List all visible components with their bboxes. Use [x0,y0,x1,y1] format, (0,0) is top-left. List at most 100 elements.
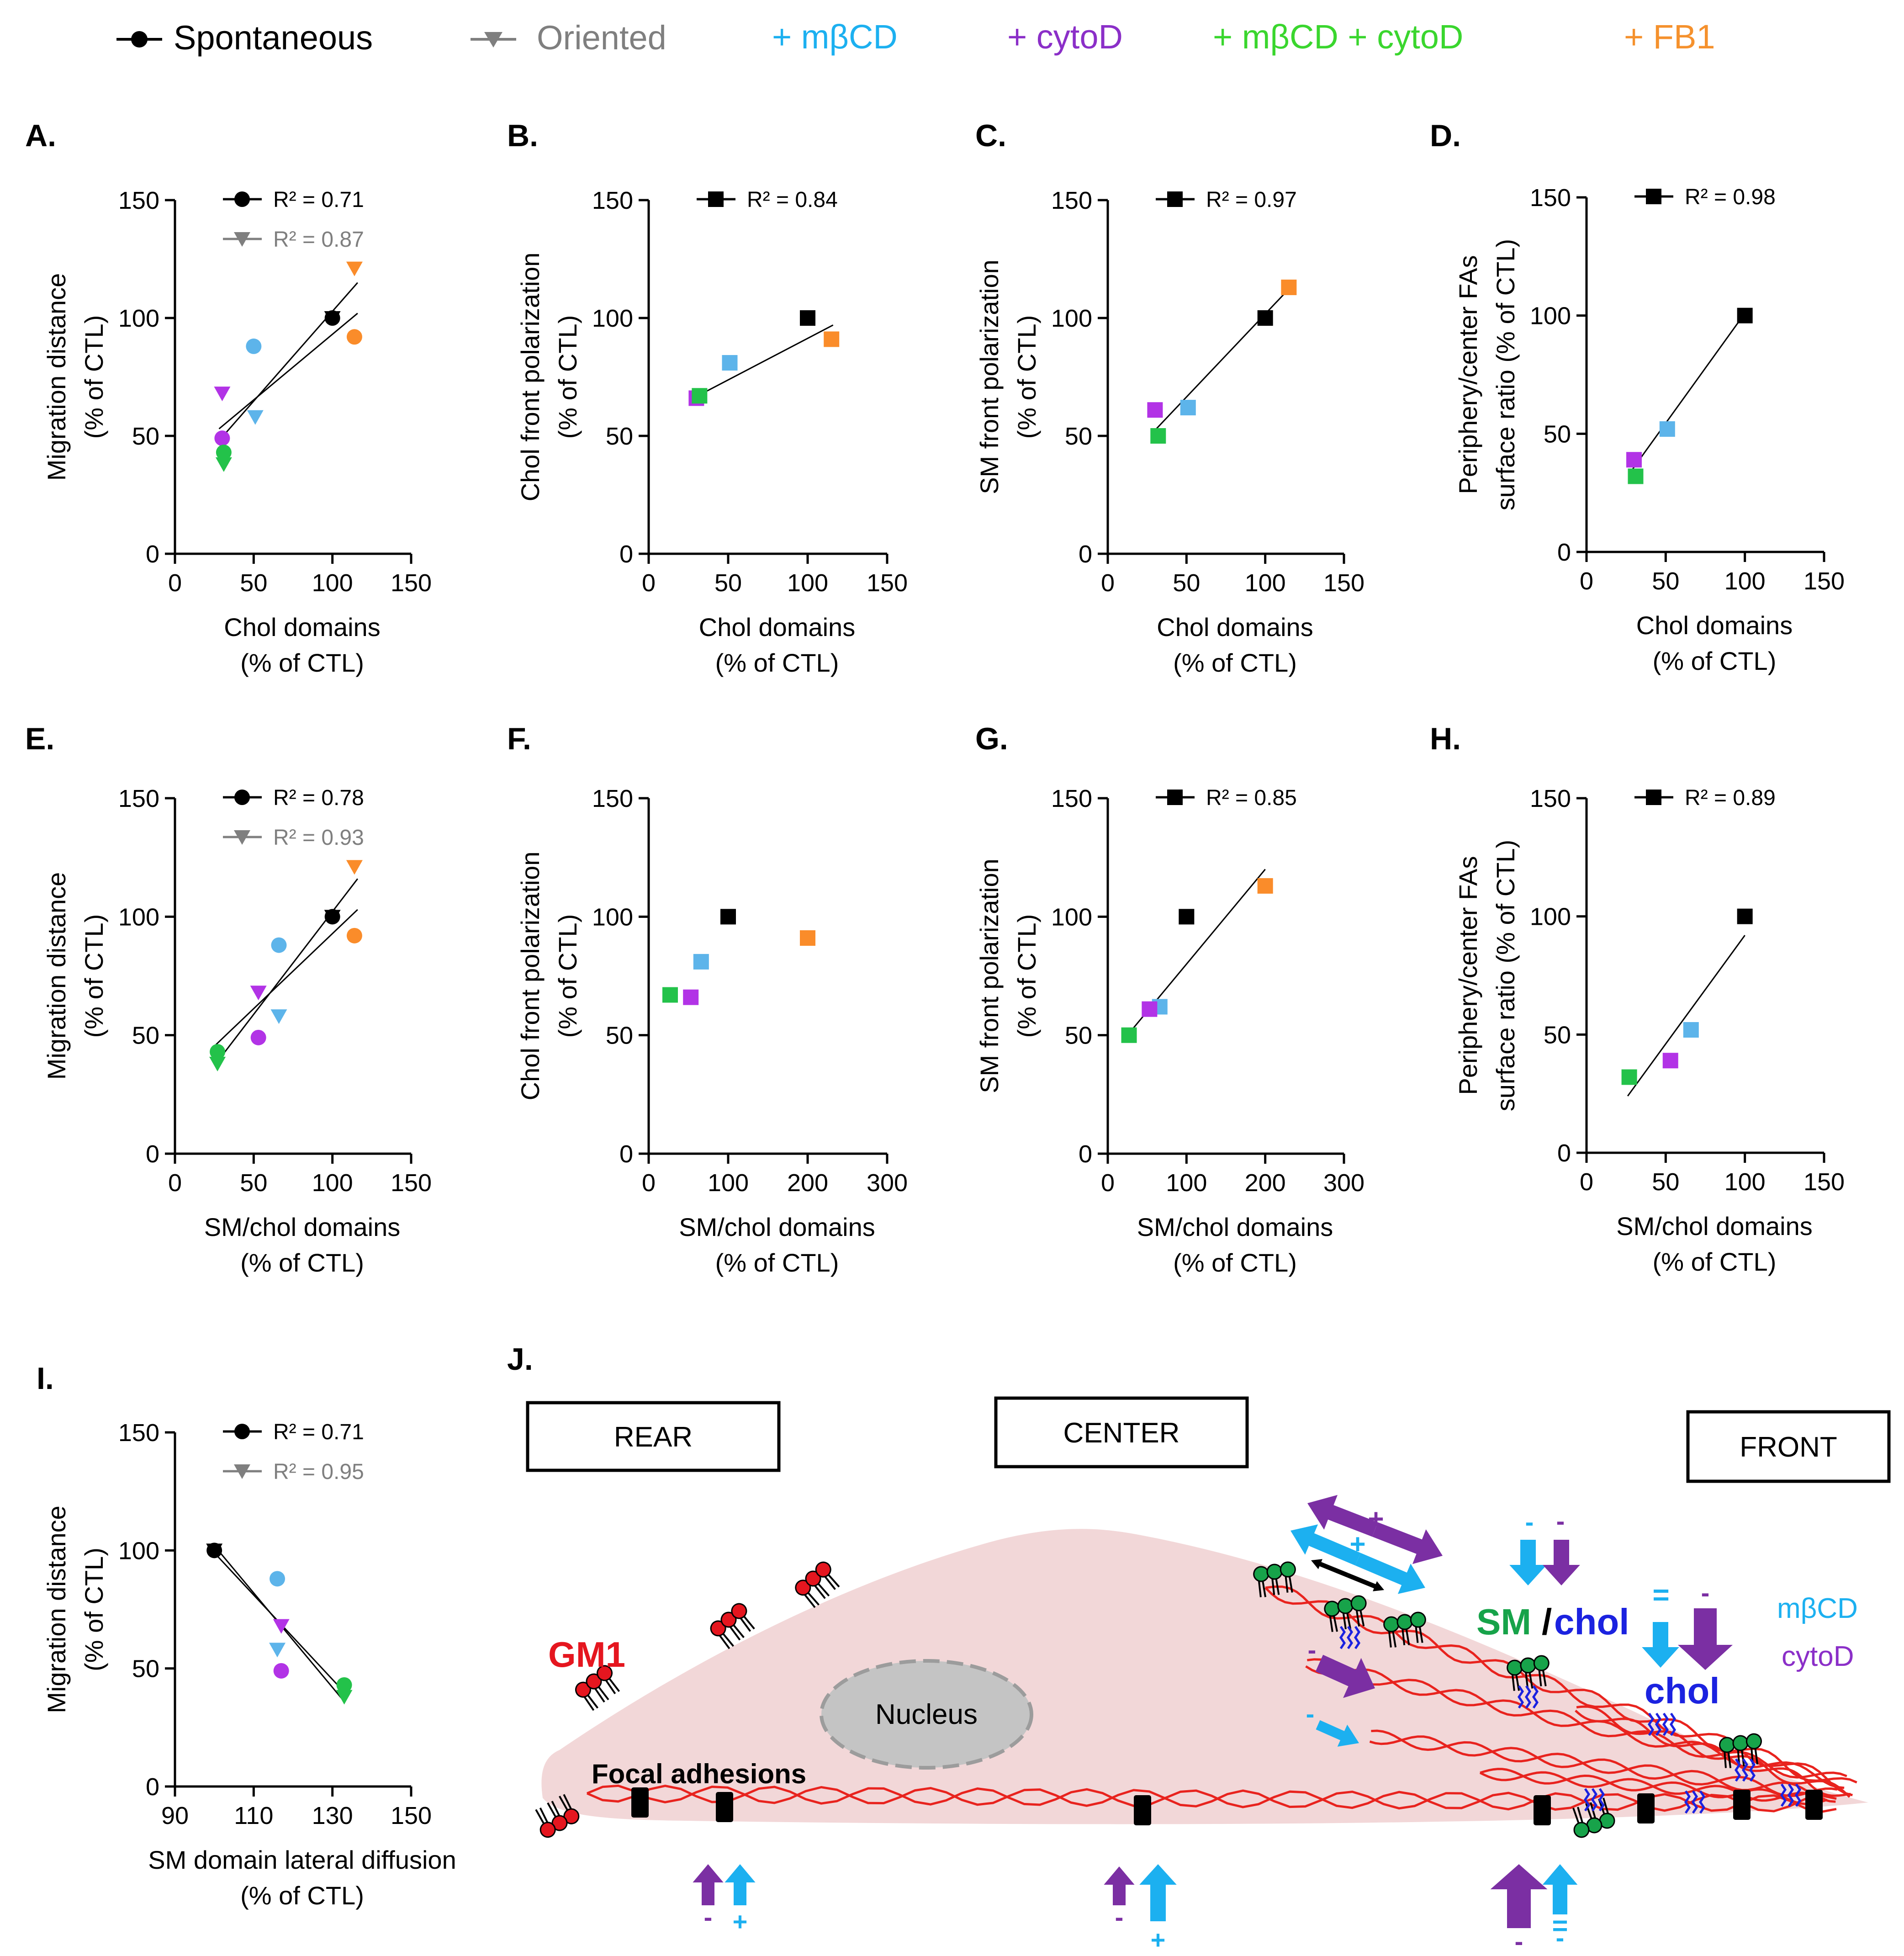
focal-adhesion [1733,1790,1751,1820]
data-point [1737,908,1753,924]
x-tick-label: 100 [1724,567,1766,595]
panel-b: B. 0 50 100 150 0 50 100 150 Chol domains (% of CT… [507,118,908,677]
slash-label: / [1542,1601,1552,1642]
x-axis-label: (% of CTL) [1653,1247,1777,1276]
y-tick-label: 100 [118,903,159,931]
chol-molecule [1524,1685,1532,1709]
legend-label-mbcd-cytod: + mβCD + cytoD [1213,18,1463,56]
data-point [273,1619,290,1634]
panel-label: F. [507,721,531,756]
x-axis-label: SM/chol domains [679,1213,875,1241]
data-point [1281,279,1297,295]
panel-a: A. 0 50 100 150 0 50 100 150 Chol domains (% of CT… [25,118,432,677]
regression-line [215,909,358,1045]
panel-label: G. [975,721,1008,756]
sm-lipid-cluster [1383,1611,1426,1648]
x-axis-label: Chol domains [1157,613,1313,641]
chol-molecule [1741,1758,1749,1782]
sign-label: - [1701,1578,1710,1607]
chol-molecule [1532,1685,1539,1709]
y-tick-label: 150 [1051,785,1092,812]
mbcd-oblique-arrow [1316,1720,1359,1747]
x-tick-label: 100 [787,569,828,597]
rear-label: REAR [614,1421,693,1453]
actin-fiber [1264,1587,1857,1784]
y-axis-label: Migration distance [42,1505,71,1713]
data-point [336,1677,352,1693]
sm-lipid-cluster [1507,1655,1550,1691]
data-point [1257,310,1273,326]
actin-fiber [1575,1710,1851,1797]
data-point [824,331,840,347]
r2-label: R² = 0.87 [273,228,364,252]
cytod-up-arrow [1104,1866,1135,1905]
r2-label: R² = 0.93 [273,826,364,850]
data-point [692,388,708,404]
x-tick-label: 300 [1323,1169,1365,1197]
data-point [215,457,232,472]
r2-label: R² = 0.71 [273,188,364,212]
x-axis-label: SM/chol domains [1616,1212,1813,1240]
sm-lipid-cluster [1719,1733,1762,1768]
focal-adhesions [631,1787,1823,1825]
legend-circle-marker [131,31,148,48]
data-point [800,930,815,946]
cytod-oblique-arrow [1315,1654,1375,1698]
legend: Spontaneous Oriented + mβCD + cytoD + mβ… [116,18,1715,57]
cytod-down-arrow [1678,1608,1733,1670]
data-point [324,910,341,925]
panel-h: H. 0 50 100 150 0 50 100 150 SM/chol domains (% of… [1430,721,1845,1276]
y-axis-label: surface ratio (% of CTL) [1491,239,1520,510]
y-tick-label: 150 [118,1419,159,1447]
focal-adhesion [1637,1793,1655,1823]
y-axis-label: (% of CTL) [79,315,108,439]
r2-label: R² = 0.78 [273,786,364,810]
panel-label: I. [37,1361,54,1396]
x-tick-label: 200 [1245,1169,1286,1197]
x-tick-label: 150 [391,1169,432,1197]
chol-molecule [1517,1685,1524,1709]
sign-label: - [1525,1507,1534,1536]
legend-label-cytod: + cytoD [1007,18,1123,56]
y-axis-label: (% of CTL) [79,914,108,1038]
sm-label: SM [1476,1601,1531,1642]
actin-fiber [1576,1705,1851,1798]
legend-label: Oriented [537,19,666,57]
panel-label: J. [507,1342,533,1377]
chol-molecule [1583,1788,1591,1812]
y-axis-label: Migration distance [42,273,71,481]
sign-label: + [1151,1925,1166,1954]
sm-lipid-cluster [1324,1595,1367,1632]
y-tick-label: 50 [606,1022,633,1050]
x-axis-label: SM domain lateral diffusion [148,1845,456,1874]
data-point [269,1643,286,1658]
sign-label: = [1652,1578,1669,1611]
x-tick-label: 0 [1101,1169,1115,1197]
data-point [1147,402,1163,418]
chol-molecule [1794,1783,1802,1807]
y-tick-label: 100 [118,305,159,332]
y-axis-label: Chol front polarization [516,253,545,502]
series-legend-marker [708,191,724,207]
panel-g: G. 0 100 200 300 0 50 100 150 SM/chol domains (% o… [975,721,1365,1277]
y-axis-label: SM front polarization [975,859,1004,1093]
data-point [346,261,363,276]
sign-label: + [1368,1504,1384,1534]
r2-label: R² = 0.84 [747,188,838,212]
control-diffusion-arrow [1347,1573,1384,1591]
data-point [210,1044,226,1060]
legend-label-fb1: + FB1 [1624,18,1715,56]
chol-molecule [1787,1783,1794,1807]
x-tick-label: 100 [1245,569,1286,597]
data-point [206,1543,223,1558]
data-point [1180,400,1196,416]
nucleus-label: Nucleus [875,1699,978,1730]
cytod-diffusion-arrow [1307,1495,1378,1537]
series-legend-marker [1167,191,1183,207]
series-legend-marker [1167,790,1183,805]
x-axis-label: Chol domains [699,613,855,641]
y-axis-label: Chol front polarization [516,852,545,1101]
y-tick-label: 50 [132,1655,159,1683]
series-legend-marker [1646,790,1661,805]
x-tick-label: 0 [168,1169,182,1197]
